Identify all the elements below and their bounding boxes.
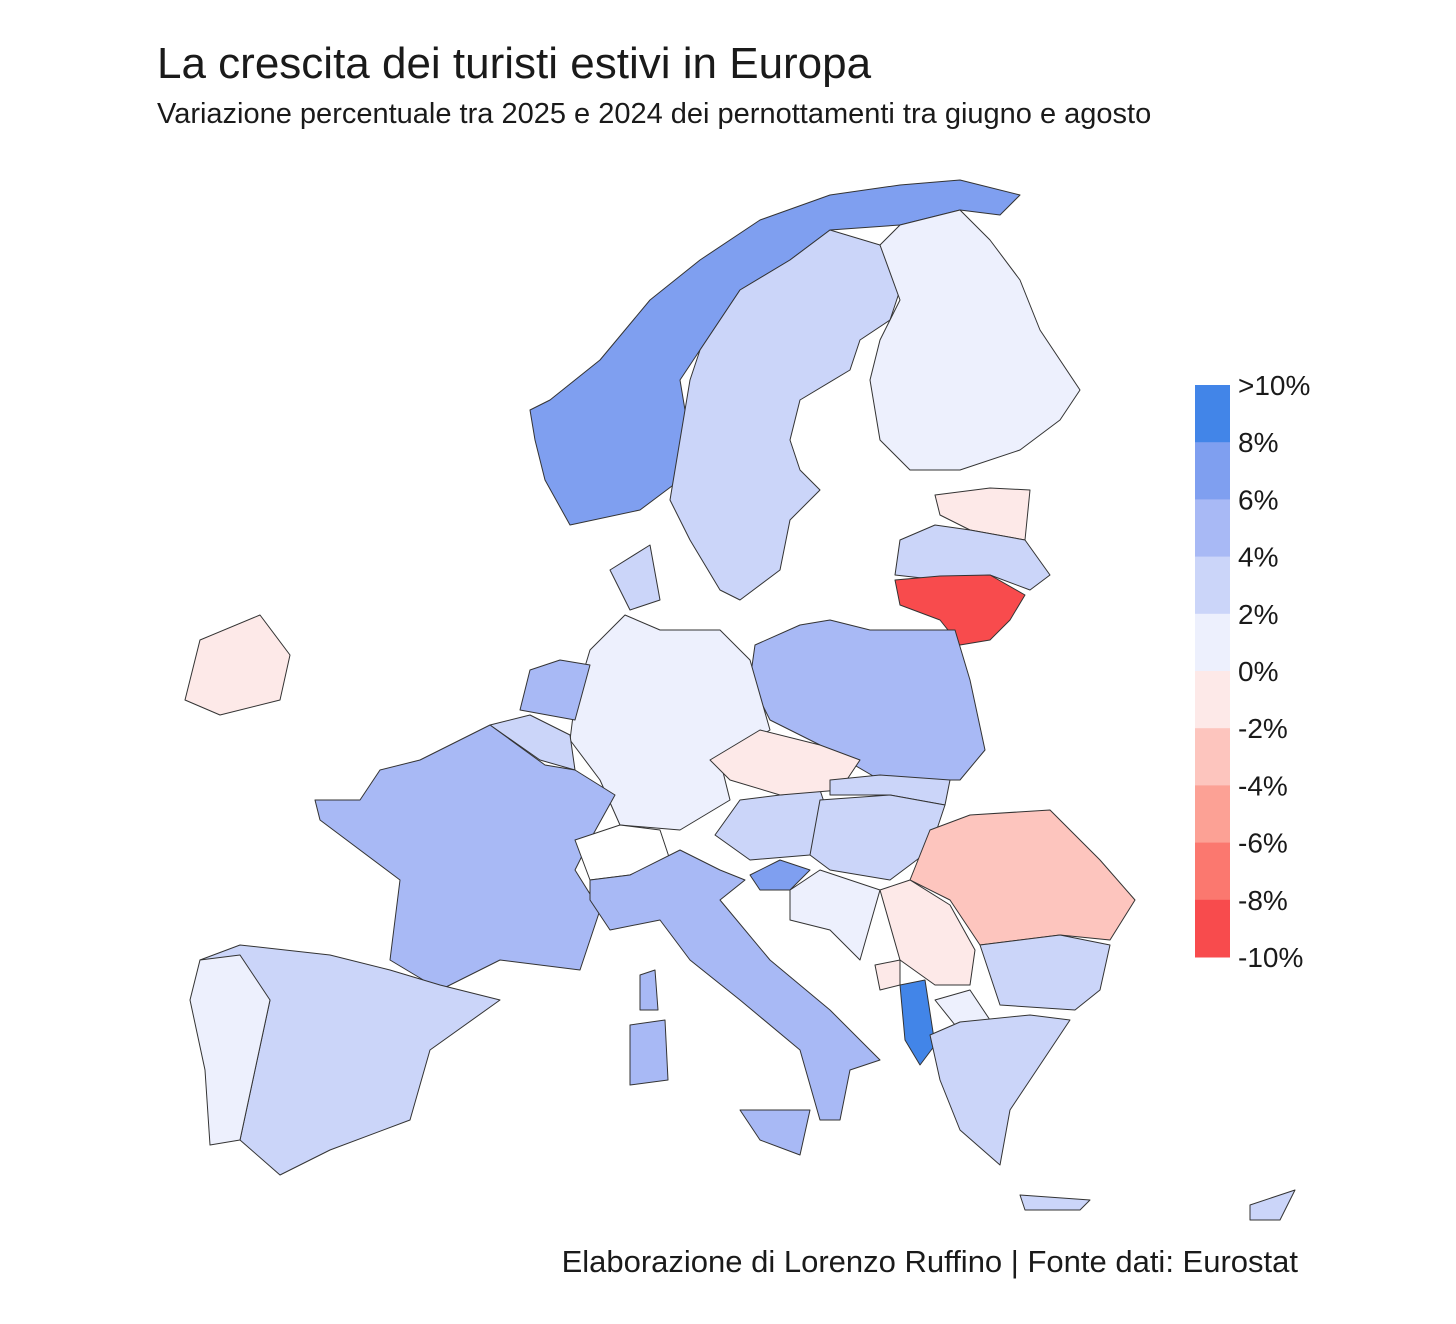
legend-label: -8% [1238,885,1288,916]
legend-label: 2% [1238,599,1278,630]
legend-swatch [1195,785,1230,844]
legend-label: -2% [1238,713,1288,744]
legend-label: -4% [1238,770,1288,801]
legend-swatch [1195,556,1230,615]
legend-swatch [1195,899,1230,958]
hungary [809,794,946,881]
poland [749,619,986,781]
greece [929,1014,1071,1166]
title: La crescita dei turisti estivi in Europa [157,39,872,88]
ireland [184,614,291,716]
legend-swatch [1195,613,1230,672]
crete [1019,1194,1091,1211]
legend-label: 4% [1238,542,1278,573]
netherlands [519,659,591,721]
serbia [879,879,976,986]
albania [899,979,936,1066]
legend-swatch [1195,671,1230,729]
legend-swatch [1195,499,1230,558]
croatia [789,869,881,961]
corsica [639,969,659,1011]
sweden [669,229,901,601]
romania [909,809,1136,946]
source-note: Elaborazione di Lorenzo Ruffino | Fonte … [562,1244,1299,1279]
subtitle: Variazione percentuale tra 2025 e 2024 d… [157,98,1151,130]
france [314,724,616,991]
lithuania [894,574,1026,646]
legend-swatch [1195,842,1230,901]
legend-label: >10% [1238,370,1310,401]
italy [589,849,881,1121]
belgium [489,714,576,771]
legend-label: 6% [1238,484,1278,515]
sardinia [629,1019,669,1086]
legend-label: 0% [1238,656,1278,687]
denmark [609,544,661,611]
legend-label: -6% [1238,828,1288,859]
finland [869,209,1081,471]
bulgaria [979,934,1111,1011]
sicily [739,1109,811,1156]
montenegro [874,959,901,991]
legend-swatch [1195,385,1230,443]
czechia [709,729,861,796]
germany [569,614,771,831]
legend-swatch [1195,728,1230,786]
europe-map [184,179,1296,1221]
cyprus [1249,1189,1296,1221]
slovenia [749,859,811,891]
legend-swatch [1195,442,1230,500]
portugal [189,954,271,1146]
legend-label: -10% [1238,942,1303,973]
legend-label: 8% [1238,427,1278,458]
legend: >10% 8% 6% 4% 2% 0% -2% -4% -6% -8% -10% [1195,370,1310,973]
